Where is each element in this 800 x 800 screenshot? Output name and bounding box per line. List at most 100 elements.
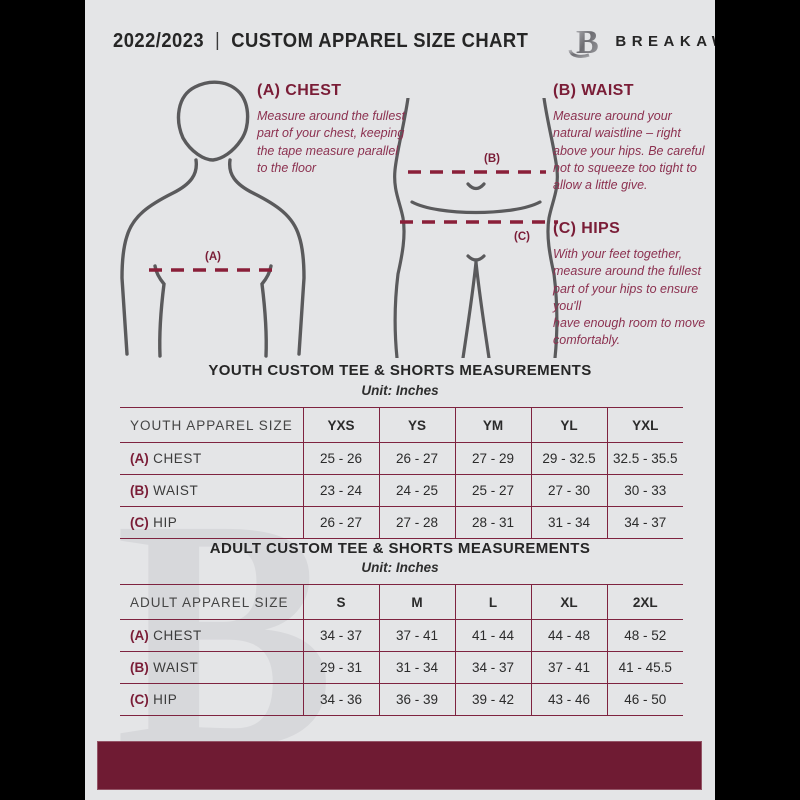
row-label: CHEST — [148, 628, 202, 643]
size-range-cell: 36 - 39 — [378, 683, 455, 716]
table-header-size: YXS — [302, 407, 379, 443]
row-measure-label: (B) WAIST — [120, 652, 303, 684]
table-header-size: YS — [378, 407, 455, 443]
table-header-size: YXL — [606, 407, 683, 443]
figure-right-inner-leg — [474, 260, 491, 358]
size-range-cell: 26 - 27 — [378, 442, 455, 475]
figure-left-armpit — [153, 264, 166, 358]
instruction-hips-body: With your feet together, measure around … — [553, 247, 706, 348]
table-header-label: YOUTH APPAREL SIZE — [130, 417, 293, 433]
figure-chest-label: (A) — [205, 251, 221, 263]
row-prefix: (A) — [130, 628, 149, 643]
size-range-cell: 34 - 37 — [302, 619, 379, 652]
figure-crotch-top — [466, 254, 486, 262]
table-row: (A) CHEST 34 - 37 37 - 41 41 - 44 44 - 48 48 … — [120, 619, 683, 652]
row-prefix: (C) — [130, 692, 149, 707]
instruction-chest-body: Measure around the fullest part of your … — [257, 109, 406, 175]
instruction-chest-heading: (A) CHEST — [257, 82, 342, 99]
adult-unit-line: Unit: Inches — [361, 560, 439, 575]
edition-text: 2022/2023 — [113, 29, 205, 52]
figure-right-armpit — [260, 264, 273, 358]
figure-left-side — [393, 98, 410, 358]
table-row: (A) CHEST 25 - 26 26 - 27 27 - 29 29 - 32.5 3… — [120, 442, 683, 475]
table-row: (C) HIP 26 - 27 27 - 28 28 - 31 31 - 34 34 - … — [120, 506, 683, 539]
figure-head — [176, 80, 250, 162]
size-range-cell: 34 - 36 — [302, 683, 379, 716]
figure-right-side — [542, 98, 559, 358]
size-range-cell: 24 - 25 — [378, 474, 455, 507]
table-header-size: XL — [530, 584, 607, 620]
size-range-cell: 28 - 31 — [454, 506, 531, 539]
upper-body-figure: (A) — [120, 80, 306, 358]
instruction-chest: (A) CHEST Measure around the fullest par… — [257, 82, 409, 177]
table-header-size: 2XL — [606, 584, 683, 620]
adult-section-title: ADULT CUSTOM TEE & SHORTS MEASUREMENTS — [209, 540, 591, 557]
table-header-row: YOUTH APPAREL SIZE YXS YS YM YL YXL — [120, 407, 683, 443]
row-prefix: (B) — [130, 660, 149, 675]
figure-left-shoulder-arm — [120, 158, 199, 356]
size-range-cell: 26 - 27 — [302, 506, 379, 539]
table-header-size: L — [454, 584, 531, 620]
page-header: 2022/2023 | CUSTOM APPAREL SIZE CHART B — [113, 16, 715, 66]
table-header-size: YL — [530, 407, 607, 443]
figure-hips-label: (C) — [514, 231, 530, 243]
row-measure-label: (C) HIP — [120, 684, 303, 716]
page-title: CUSTOM APPAREL SIZE CHART — [231, 29, 529, 52]
row-prefix: (A) — [130, 451, 149, 466]
figure-left-inner-leg — [461, 260, 478, 358]
adult-size-table: ADULT APPAREL SIZE S M L XL 2XL (A) CHEST 34 - … — [120, 584, 683, 716]
table-row: (B) WAIST 29 - 31 31 - 34 34 - 37 37 - 41 41 … — [120, 651, 683, 684]
size-range-cell: 23 - 24 — [302, 474, 379, 507]
size-range-cell: 44 - 48 — [530, 619, 607, 652]
row-measure-label: (A) CHEST — [120, 443, 303, 475]
size-range-cell: 48 - 52 — [606, 619, 683, 652]
size-range-cell: 34 - 37 — [606, 506, 683, 539]
size-range-cell: 25 - 27 — [454, 474, 531, 507]
row-measure-label: (B) WAIST — [120, 475, 303, 507]
row-measure-label: (C) HIP — [120, 507, 303, 539]
figure-waist-label: (B) — [484, 153, 500, 165]
youth-unit-line: Unit: Inches — [361, 383, 439, 398]
youth-size-table: YOUTH APPAREL SIZE YXS YS YM YL YXL (A) CHEST 2… — [120, 407, 683, 539]
masthead: 2022/2023 | CUSTOM APPAREL SIZE CHART — [113, 30, 528, 53]
row-label: WAIST — [148, 483, 199, 498]
size-range-cell: 46 - 50 — [606, 683, 683, 716]
size-chart-page: B 2022/2023 | CUSTOM APPAREL SIZE CHART — [85, 0, 715, 800]
size-range-cell: 27 - 29 — [454, 442, 531, 475]
masthead-separator: | — [215, 30, 221, 51]
breakaway-logo-icon: B — [568, 24, 599, 61]
row-label: WAIST — [148, 660, 199, 675]
size-range-cell: 31 - 34 — [378, 651, 455, 684]
size-range-cell: 27 - 28 — [378, 506, 455, 539]
figure-navel — [466, 182, 486, 191]
row-measure-label: (A) CHEST — [120, 620, 303, 652]
lower-body-figure: (B) (C) — [393, 98, 559, 358]
size-range-cell: 29 - 31 — [302, 651, 379, 684]
size-range-cell: 43 - 46 — [530, 683, 607, 716]
youth-section-title: YOUTH CUSTOM TEE & SHORTS MEASUREMENTS — [208, 362, 592, 379]
row-prefix: (B) — [130, 483, 149, 498]
table-header-size: S — [302, 584, 379, 620]
size-range-cell: 37 - 41 — [530, 651, 607, 684]
table-row: (C) HIP 34 - 36 36 - 39 39 - 42 43 - 46 46 - … — [120, 683, 683, 716]
size-range-cell: 31 - 34 — [530, 506, 607, 539]
footer-bar — [97, 741, 702, 790]
brand-lockup: B BREAKAWAY — [564, 20, 715, 62]
instruction-waist-body: Measure around your natural waistline – … — [553, 109, 705, 192]
figure-right-shoulder-arm — [227, 158, 306, 356]
figure-hip-curve — [410, 200, 542, 215]
table-header-size: M — [378, 584, 455, 620]
size-range-cell: 39 - 42 — [454, 683, 531, 716]
instruction-hips: (C) HIPS With your feet together, measur… — [553, 220, 711, 350]
instruction-waist-heading: (B) WAIST — [553, 82, 634, 99]
size-range-cell: 29 - 32.5 — [530, 442, 607, 475]
row-prefix: (C) — [130, 515, 149, 530]
table-header-label: ADULT APPAREL SIZE — [130, 594, 289, 610]
row-label: HIP — [148, 515, 178, 530]
table-row: (B) WAIST 23 - 24 24 - 25 25 - 27 27 - 30 30 … — [120, 474, 683, 507]
size-range-cell: 37 - 41 — [378, 619, 455, 652]
instruction-hips-heading: (C) HIPS — [553, 220, 621, 237]
size-range-cell: 25 - 26 — [302, 442, 379, 475]
size-range-cell: 32.5 - 35.5 — [606, 442, 683, 475]
row-label: CHEST — [148, 451, 202, 466]
